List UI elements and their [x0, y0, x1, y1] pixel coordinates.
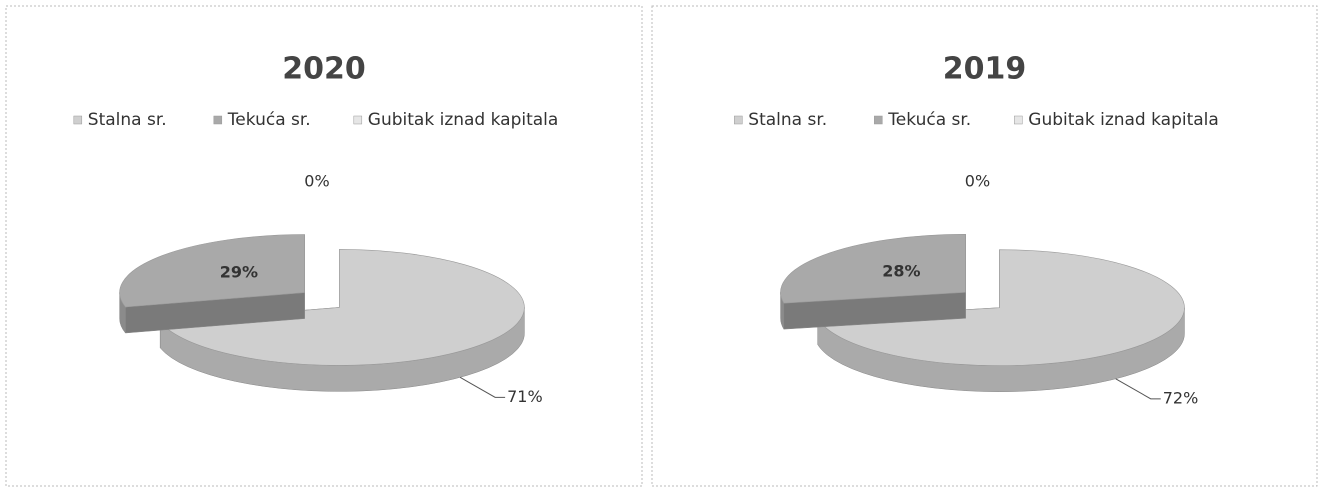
legend-swatch	[874, 115, 883, 125]
data-label: 71%	[507, 387, 543, 406]
panel-frame	[651, 5, 1318, 487]
slice	[817, 249, 1185, 366]
chart-title: 2019	[943, 52, 1027, 87]
data-label: 0%	[965, 172, 990, 191]
data-label: 29%	[220, 263, 258, 282]
legend-label: Tekuća sr.	[887, 110, 971, 130]
legend-label: Tekuća sr.	[227, 110, 311, 130]
slice	[159, 249, 525, 366]
panel-frame	[5, 5, 643, 487]
data-label: 0%	[304, 172, 329, 191]
leader-line	[459, 376, 506, 398]
data-label: 28%	[882, 261, 920, 280]
leader-line	[1115, 378, 1161, 400]
legend-label: Gubitak iznad kapitala	[368, 110, 559, 130]
legend-label: Stalna sr.	[748, 110, 827, 130]
legend-swatch	[734, 115, 743, 125]
legend-label: Gubitak iznad kapitala	[1028, 110, 1219, 130]
slice	[119, 234, 305, 308]
legend-swatch	[73, 115, 83, 125]
legend-swatch	[1014, 115, 1023, 125]
data-label: 72%	[1163, 388, 1199, 407]
chart-title: 2020	[282, 52, 366, 87]
legend-swatch	[213, 115, 223, 125]
legend-swatch	[353, 115, 363, 125]
slice	[780, 233, 966, 304]
legend-label: Stalna sr.	[88, 110, 167, 130]
